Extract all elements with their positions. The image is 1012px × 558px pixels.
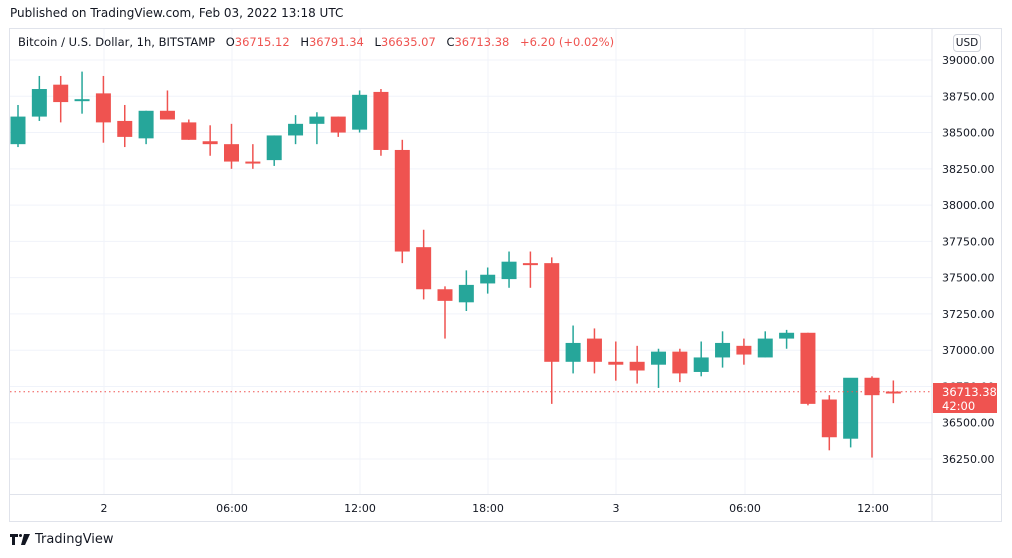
price-tick-label: 38500.00 [942,127,995,140]
candle-down [885,391,901,394]
symbol-legend: Bitcoin / U.S. Dollar, 1h, BITSTAMP O367… [18,35,614,49]
candle-down [736,345,752,355]
candle-down [181,122,197,140]
currency-button[interactable]: USD [953,34,981,52]
candle-up [693,357,709,372]
symbol-title: Bitcoin / U.S. Dollar, 1h, BITSTAMP [18,35,216,49]
candle-down [629,361,645,371]
candle-up [31,89,47,117]
candle-up [309,116,325,124]
candle-up [715,342,731,358]
candle-up [288,123,304,136]
candle-down [821,399,837,438]
brand-name: TradingView [35,532,114,547]
published-caption: Published on TradingView.com, Feb 03, 20… [10,6,344,20]
candle-up [779,332,795,339]
candle-countdown: 42:00 [942,399,976,413]
time-tick-label: 2 [101,502,108,515]
candle-down [159,110,175,120]
price-tick-label: 37250.00 [942,308,995,321]
candle-up [565,342,581,362]
candle-up [74,99,90,102]
time-tick-label: 06:00 [216,502,248,515]
candle-down [800,332,816,404]
low-value: 36635.07 [380,35,436,49]
time-tick-label: 06:00 [729,502,761,515]
price-tick-label: 38000.00 [942,199,995,212]
candle-up [10,116,26,145]
candle-up [266,135,282,161]
time-tick-label: 3 [613,502,620,515]
price-tick-label: 38750.00 [942,90,995,103]
candle-down [437,289,453,301]
low-label: L [374,35,381,49]
candle-down [864,377,880,396]
candle-down [544,263,560,362]
candle-down [224,144,239,162]
high-value: 36791.34 [308,35,364,49]
candle-up [843,377,859,439]
candle-down [608,361,624,365]
candle-up [138,110,154,139]
time-tick-label: 12:00 [344,502,376,515]
open-value: 36715.12 [234,35,290,49]
price-tick-label: 39000.00 [942,54,995,67]
close-value: 36713.38 [454,35,510,49]
candle-up [651,351,666,365]
candle-up [458,284,474,303]
candle-up [757,338,773,358]
time-tick-label: 18:00 [472,502,504,515]
candle-up [480,274,496,284]
candle-down [373,91,389,150]
candle-down [586,338,602,362]
candle-up [352,94,368,130]
last-price-value: 36713.38 [942,385,997,399]
last-price-label: 36713.38 42:00 [933,383,997,413]
price-tick-label: 37750.00 [942,235,995,248]
candle-down [202,141,218,145]
candle-down [53,84,69,103]
time-tick-label: 12:00 [857,502,889,515]
candle-down [672,351,688,374]
price-tick-label: 38250.00 [942,163,995,176]
candle-up [501,261,517,280]
candle-down [522,263,538,266]
price-tick-label: 37000.00 [942,344,995,357]
price-tick-label: 36500.00 [942,417,995,430]
candlestick-chart[interactable]: 39000.00 38750.00 38500.00 38250.00 38000.00… [0,0,1012,522]
chart-frame [9,28,1002,522]
candle-down [95,93,111,123]
candle-down [416,247,432,290]
candle-down [117,120,133,137]
tradingview-logo-icon [10,534,30,545]
high-label: H [300,35,309,49]
open-label: O [225,35,235,49]
tradingview-logo[interactable]: TradingView [10,532,114,547]
price-tick-label: 37500.00 [942,272,995,285]
candle-down [245,161,261,164]
candle-down [330,116,346,133]
candle-down [394,149,410,252]
close-label: C [446,35,455,49]
change-value: +6.20 (+0.02%) [520,35,615,49]
price-tick-label: 36250.00 [942,453,995,466]
